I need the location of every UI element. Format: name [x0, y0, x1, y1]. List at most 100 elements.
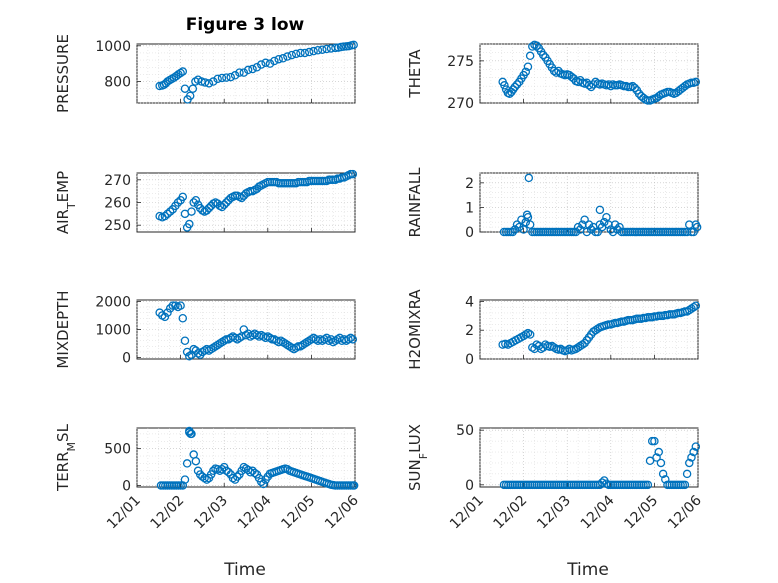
- data-point: [191, 456, 201, 466]
- data-point: [512, 220, 522, 229]
- data-point: [331, 43, 340, 53]
- data-point: [687, 453, 696, 462]
- data-point: [538, 50, 548, 60]
- data-point: [200, 78, 210, 87]
- data-point: [304, 47, 314, 57]
- data-point: [186, 429, 195, 439]
- data-point: [296, 48, 305, 58]
- data-point: [654, 447, 664, 457]
- data-point: [188, 84, 198, 93]
- data-point: [691, 442, 701, 451]
- data-point: [213, 74, 222, 84]
- data-point: [604, 220, 613, 229]
- data-point: [331, 336, 340, 345]
- ylabel-part: SL: [54, 423, 72, 442]
- x-tick-label: 12/02: [491, 493, 531, 533]
- data-point: [600, 217, 609, 227]
- data-point: [185, 219, 194, 229]
- y-tick-label: 500: [104, 442, 131, 458]
- data-point: [689, 447, 698, 457]
- data-point: [630, 83, 640, 93]
- y-axis-label: RAINFALL: [406, 167, 424, 238]
- data-point: [519, 225, 528, 234]
- data-point: [248, 64, 257, 74]
- y-tick-label: 2: [465, 176, 474, 192]
- axes-box: [479, 299, 699, 360]
- data-point: [278, 54, 288, 63]
- data-point: [174, 70, 183, 79]
- data-point: [160, 211, 170, 221]
- data-point: [584, 81, 594, 90]
- data-point: [523, 328, 533, 338]
- x-tick-label: 12/04: [578, 492, 618, 532]
- data-point: [191, 195, 201, 205]
- y-tick-label: 4: [465, 294, 474, 310]
- data-point: [239, 325, 249, 334]
- x-tick-label: 12/06: [322, 492, 362, 532]
- ylabel-part: EMP: [54, 171, 72, 202]
- data-point: [176, 68, 185, 78]
- y-tick-label: 275: [447, 54, 474, 70]
- data-point: [219, 200, 229, 210]
- data-point: [514, 222, 524, 232]
- subplot-3: 250 260 270 AIRTEMP: [54, 169, 358, 234]
- data-point: [595, 220, 605, 229]
- data-point: [571, 344, 581, 354]
- data-point: [576, 341, 585, 351]
- x-tick-label: 12/04: [235, 492, 275, 532]
- data-point: [508, 227, 517, 237]
- data-point: [578, 220, 587, 229]
- data-point: [682, 227, 692, 237]
- data-point: [276, 336, 286, 345]
- y-tick-label: 1000: [95, 323, 131, 339]
- y-tick-label: 50: [456, 423, 474, 439]
- data-point: [691, 301, 701, 311]
- data-point: [252, 62, 262, 72]
- data-point: [348, 169, 358, 179]
- data-point: [241, 330, 251, 340]
- y-axis-label: THETA: [406, 49, 424, 99]
- data-point: [274, 54, 283, 64]
- data-point: [209, 343, 218, 353]
- y-axis-label: PRESSURE: [54, 34, 72, 113]
- subplot-7: 0 500 12/01 12/02 12/03 12/04 12/05 12/06 TERRMS…: [54, 423, 362, 532]
- data-point: [182, 459, 192, 468]
- data-point: [523, 62, 533, 72]
- x-tick-label: 12/03: [191, 493, 231, 533]
- data-point: [200, 473, 209, 483]
- data-point: [180, 475, 190, 484]
- data-point: [589, 80, 598, 89]
- data-point: [525, 330, 535, 339]
- x-axis-label-left: Time: [223, 560, 266, 580]
- data-point: [160, 312, 170, 322]
- data-point: [224, 467, 233, 477]
- data-point: [654, 92, 664, 101]
- data-point: [595, 205, 605, 215]
- data-point: [209, 466, 218, 476]
- data-point: [189, 198, 198, 207]
- figure-title: Figure 3 low: [186, 15, 305, 35]
- data-point: [645, 456, 655, 466]
- data-point: [634, 89, 644, 98]
- data-point: [302, 337, 312, 347]
- data-point: [530, 344, 539, 354]
- data-point: [270, 56, 279, 66]
- data-point: [239, 68, 249, 77]
- data-point: [685, 220, 694, 229]
- data-point: [222, 73, 231, 82]
- data-point: [333, 335, 342, 344]
- data-point: [328, 337, 338, 347]
- subplot-1: 800 1000 PRESSURE: [54, 34, 358, 113]
- data-point: [512, 80, 522, 89]
- data-point: [606, 225, 616, 234]
- y-tick-label: 2: [465, 323, 474, 339]
- data-point: [280, 339, 290, 348]
- y-tick-label: 800: [104, 75, 131, 91]
- data-point: [608, 227, 618, 237]
- data-point: [243, 65, 253, 75]
- data-point: [163, 209, 172, 219]
- data-point: [230, 71, 240, 80]
- data-point: [259, 479, 268, 489]
- x-axis-label-right: Time: [566, 560, 609, 580]
